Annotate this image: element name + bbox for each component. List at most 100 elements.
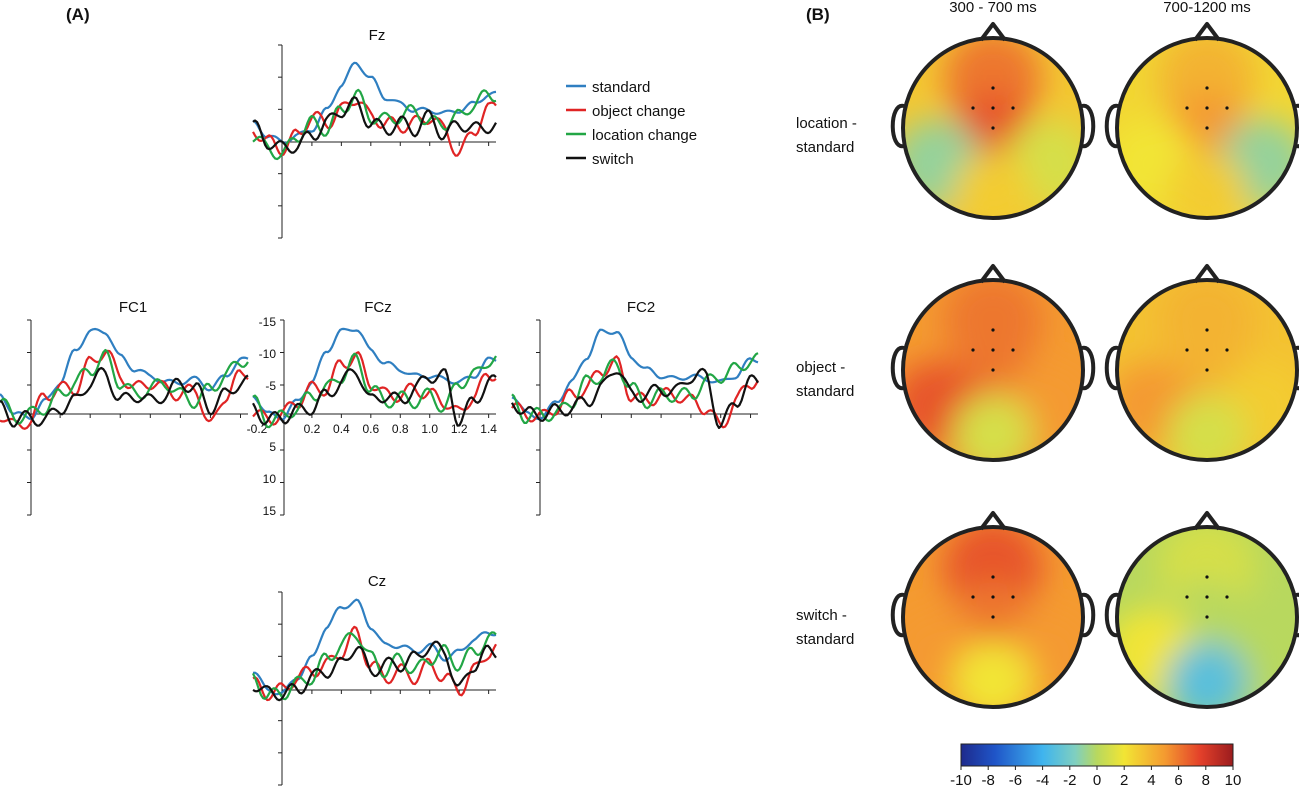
erp-line-fc2-switch bbox=[511, 367, 759, 429]
panel-b-label: (B) bbox=[806, 5, 830, 24]
topo-field bbox=[1117, 280, 1297, 460]
topo-head-6 bbox=[1104, 511, 1299, 709]
topo-region-occipital bbox=[1166, 394, 1248, 460]
topo-column-header-1: 300 - 700 ms bbox=[949, 0, 1037, 16]
electrode-dot bbox=[1205, 328, 1209, 332]
erp-line-fc2-location-change bbox=[511, 352, 759, 424]
erp-y-tick-label: 15 bbox=[263, 504, 277, 518]
topo-field bbox=[903, 527, 1083, 707]
topo-right-ear bbox=[1081, 345, 1096, 391]
erp-x-tick-label: -0.2 bbox=[247, 422, 268, 436]
legend: standard object change location change s… bbox=[566, 79, 697, 168]
electrode-dot bbox=[1205, 615, 1209, 619]
colorbar-tick-label: -6 bbox=[1009, 772, 1022, 787]
topo-nose bbox=[979, 22, 1007, 42]
topo-head-outline bbox=[901, 36, 1085, 220]
topo-nose bbox=[1193, 511, 1221, 531]
colorbar-tick-label: 4 bbox=[1147, 772, 1155, 787]
topo-row-label-2-line1: object - bbox=[796, 359, 845, 376]
topo-left-ear bbox=[1104, 592, 1119, 638]
electrode-dot bbox=[1205, 348, 1209, 352]
topo-head-2 bbox=[1104, 22, 1299, 220]
erp-line-fcz-object-change bbox=[252, 351, 497, 426]
erp-line-fcz-location-change bbox=[252, 352, 497, 429]
erp-line-cz-location-change bbox=[252, 631, 497, 701]
colorbar-tick-label: -10 bbox=[950, 772, 972, 787]
erp-panels: Fz FC1 FCz -0.2 0.2 0.4 0.6 0.8 1.0 1.2 1.4 -15 -10 -… bbox=[0, 27, 759, 786]
topo-row-label-1-line1: location - bbox=[796, 115, 857, 132]
colorbar-tick-label: 8 bbox=[1202, 772, 1210, 787]
erp-panel-fc2: FC2 bbox=[511, 299, 759, 516]
topo-right-ear bbox=[1081, 103, 1096, 149]
topo-region-occipital bbox=[952, 641, 1034, 707]
electrode-dot bbox=[1011, 348, 1015, 352]
topo-left-ear bbox=[890, 345, 905, 391]
electrode-dot bbox=[991, 595, 995, 599]
erp-line-fz-switch bbox=[252, 96, 497, 154]
topo-row-label-3-line2: standard bbox=[796, 631, 854, 648]
topo-field bbox=[1117, 527, 1297, 707]
topo-head-1 bbox=[890, 22, 1096, 220]
electrode-dot bbox=[1185, 348, 1189, 352]
legend-label-switch: switch bbox=[592, 151, 634, 168]
electrode-dot bbox=[1225, 106, 1229, 110]
legend-label-standard: standard bbox=[592, 79, 650, 96]
erp-y-tick-label: -5 bbox=[265, 379, 276, 393]
erp-x-tick-label: 0.2 bbox=[304, 422, 321, 436]
electrode-dot bbox=[991, 126, 995, 130]
topo-field bbox=[1117, 38, 1297, 218]
topo-head-outline bbox=[1115, 525, 1299, 709]
electrode-dot bbox=[1185, 595, 1189, 599]
erp-line-fc1-switch bbox=[0, 366, 249, 428]
electrode-dot bbox=[971, 595, 975, 599]
electrode-dot bbox=[1205, 86, 1209, 90]
erp-title-cz: Cz bbox=[368, 573, 386, 590]
erp-line-fc2-standard bbox=[511, 328, 759, 421]
topo-left-ear bbox=[890, 592, 905, 638]
electrode-dot bbox=[1205, 368, 1209, 372]
topo-left-ear bbox=[1104, 345, 1119, 391]
topo-nose bbox=[1193, 264, 1221, 284]
erp-panel-fc1: FC1 bbox=[0, 299, 249, 516]
electrode-dot bbox=[971, 106, 975, 110]
electrode-dot bbox=[1205, 106, 1209, 110]
colorbar-tick-label: 2 bbox=[1120, 772, 1128, 787]
colorbar-tick-label: -2 bbox=[1063, 772, 1076, 787]
erp-line-cz-switch bbox=[252, 640, 497, 702]
erp-line-fcz-standard bbox=[252, 327, 497, 421]
topo-region-occipital bbox=[1166, 641, 1248, 707]
colorbar-tick-label: -8 bbox=[982, 772, 995, 787]
electrode-dot bbox=[1225, 348, 1229, 352]
electrode-dot bbox=[991, 368, 995, 372]
topo-head-outline bbox=[1115, 36, 1299, 220]
erp-panel-fcz: FCz -0.2 0.2 0.4 0.6 0.8 1.0 1.2 1.4 -15 -10 -5 5 10 1… bbox=[247, 299, 498, 518]
electrode-dot bbox=[1011, 106, 1015, 110]
electrode-dot bbox=[991, 106, 995, 110]
electrode-dot bbox=[991, 575, 995, 579]
erp-x-tick-label: 0.6 bbox=[362, 422, 379, 436]
erp-x-tick-label: 0.8 bbox=[392, 422, 409, 436]
legend-label-location-change: location change bbox=[592, 127, 697, 144]
colorbar-tick-label: -4 bbox=[1036, 772, 1049, 787]
topo-region-occipital bbox=[952, 394, 1034, 460]
erp-line-fcz-switch bbox=[252, 368, 497, 427]
electrode-dot bbox=[1205, 575, 1209, 579]
erp-title-fc2: FC2 bbox=[627, 299, 655, 316]
electrode-dot bbox=[1205, 126, 1209, 130]
topo-head-outline bbox=[1115, 278, 1299, 462]
topo-row-label-1-line2: standard bbox=[796, 139, 854, 156]
topo-head-4 bbox=[1104, 264, 1299, 462]
topo-maps bbox=[890, 22, 1299, 709]
erp-title-fz: Fz bbox=[369, 27, 386, 44]
topo-nose bbox=[1193, 22, 1221, 42]
electrode-dot bbox=[1225, 595, 1229, 599]
topo-head-5 bbox=[890, 511, 1096, 709]
topo-field bbox=[903, 280, 1083, 460]
electrode-dot bbox=[971, 348, 975, 352]
erp-y-tick-label: 5 bbox=[269, 440, 276, 454]
legend-label-object-change: object change bbox=[592, 103, 685, 120]
colorbar-ticks: -10 -8 -6 -4 -2 0 2 4 6 8 10 bbox=[950, 766, 1241, 787]
electrode-dot bbox=[991, 328, 995, 332]
erp-title-fcz: FCz bbox=[364, 299, 392, 316]
